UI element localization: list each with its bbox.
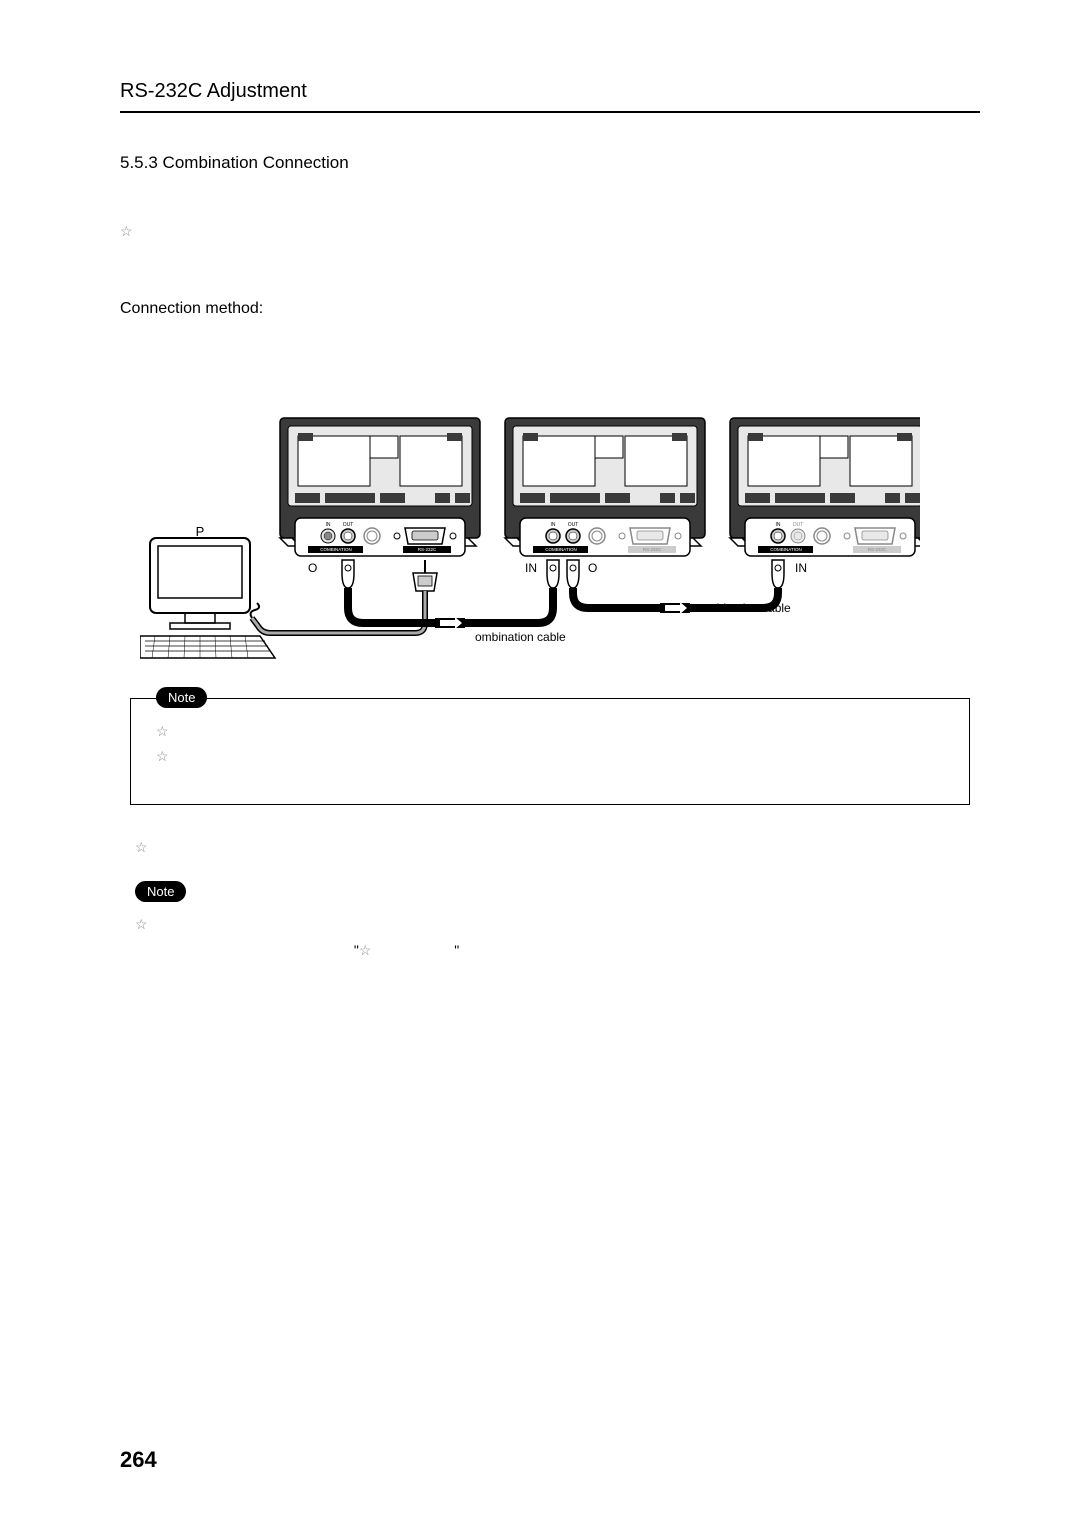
device-2: IN OUT COMBINATION RS-232C: [505, 418, 705, 556]
svg-text:IN: IN: [326, 522, 331, 528]
section-title: 5.5.3 Combination Connection: [120, 153, 980, 173]
device-3: IN OUT COMBINATION RS-232C: [730, 418, 920, 556]
note-pill: Note: [156, 687, 207, 708]
connection-method-label: Connection method:: [120, 300, 980, 318]
star-bullet: ☆: [120, 223, 980, 240]
pc-icon: P: [140, 524, 275, 658]
svg-text:O: O: [308, 561, 317, 575]
svg-text:OUT: OUT: [793, 522, 804, 528]
quote-close: ": [454, 942, 459, 958]
section-name: Combination Connection: [163, 153, 349, 172]
note-box: Note ☆ ☆: [130, 698, 970, 805]
svg-text:IN: IN: [551, 522, 556, 528]
note-pill-2: Note: [135, 881, 186, 902]
quote-line: "☆ ": [135, 942, 980, 959]
svg-text:RS-232C: RS-232C: [868, 547, 887, 552]
note-star-2: ☆: [156, 744, 944, 769]
star-after-note: ☆: [135, 835, 980, 860]
svg-text:ombination cable: ombination cable: [475, 630, 566, 644]
connection-diagram: P: [140, 378, 920, 673]
svg-text:OUT: OUT: [343, 522, 354, 528]
svg-text:COMBINATION: COMBINATION: [545, 547, 576, 552]
svg-text:IN: IN: [525, 561, 537, 575]
svg-text:IN: IN: [776, 522, 781, 528]
svg-text:IN: IN: [795, 561, 807, 575]
star-under-note2: ☆: [135, 912, 980, 937]
page-header-title: RS-232C Adjustment: [120, 80, 980, 113]
svg-text:COMBINATION: COMBINATION: [320, 547, 351, 552]
page-number: 264: [120, 1447, 157, 1473]
svg-text:RS-232C: RS-232C: [643, 547, 662, 552]
quote-star: ☆: [359, 942, 372, 958]
note-star-1: ☆: [156, 719, 944, 744]
svg-text:RS-232C: RS-232C: [418, 547, 437, 552]
section-number: 5.5.3: [120, 153, 158, 172]
svg-text:COMBINATION: COMBINATION: [770, 547, 801, 552]
svg-text:O: O: [588, 561, 597, 575]
svg-text:P: P: [196, 524, 205, 539]
svg-text:ombination cable: ombination cable: [700, 601, 791, 615]
combination-cable-2: ombination cable: [573, 588, 791, 615]
cable-plugs: O IN O IN: [308, 560, 807, 588]
bottom-section: ☆ Note ☆ "☆ ": [120, 835, 980, 958]
svg-text:OUT: OUT: [568, 522, 579, 528]
device-1: IN OUT COMBINATION RS-232C: [280, 418, 480, 556]
